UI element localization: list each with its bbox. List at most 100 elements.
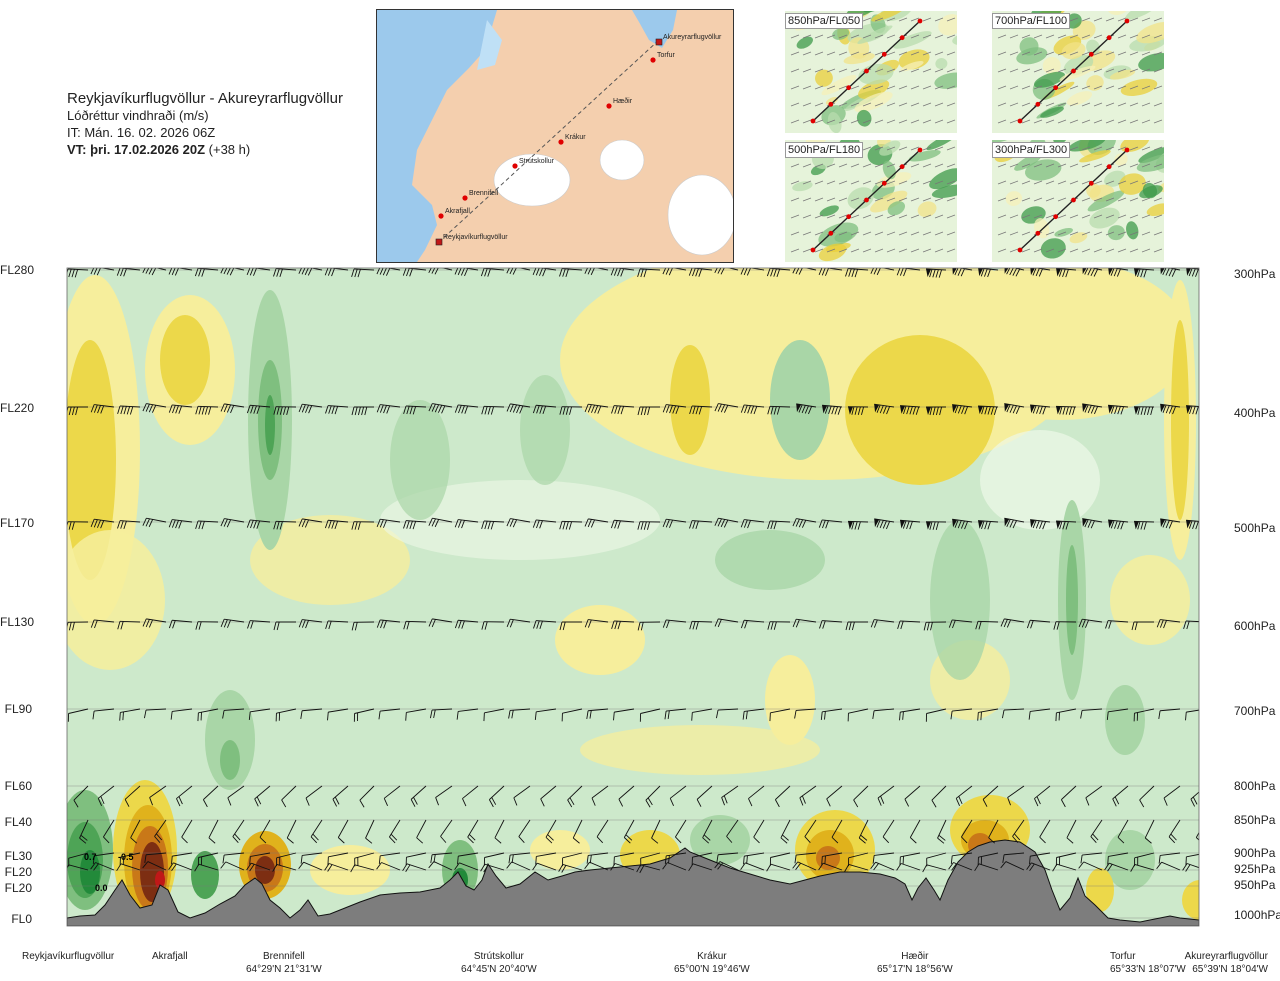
wind-barb [220,861,245,871]
thumb-blob [858,79,890,100]
map-waypoint-marker [512,163,518,169]
wind-barb [403,520,427,530]
thumb-blob [818,243,847,262]
contour-label: 0.7 [84,852,97,862]
issue-time: IT: Mán. 16. 02. 2026 06Z [67,125,216,140]
wind-field-contour [250,515,410,605]
thumb-barb [838,34,848,39]
wind-barb [481,520,505,530]
wind-barb [559,406,583,415]
thumb-barb [1057,119,1067,124]
wind-barb [534,708,557,721]
thumb-waypoint [1035,101,1041,107]
fl-label: FL280 [0,263,35,277]
wind-barb [351,621,375,631]
thumb-barb [1021,248,1031,253]
map-lake [477,20,502,70]
thumb-barb [934,248,944,253]
thumb-barb [946,17,956,22]
wind-barb [1002,708,1025,719]
thumb-barb [922,68,932,73]
wind-barb [767,405,791,415]
wind-barb [428,618,453,628]
thumb-barb [874,102,884,107]
thumb-barb [886,180,896,185]
wind-barb [170,708,193,720]
thumb-barb [922,102,932,107]
wind-barb [67,521,89,530]
wind-barb [359,785,375,808]
thumb-waypoint [1071,68,1076,74]
thumb-barb [814,180,824,185]
thumb-waypoint [846,85,852,91]
thumb-barb [1009,34,1019,39]
thumb-barb [1045,248,1055,253]
thumb-barb [790,214,800,219]
thumb-barb [1069,102,1079,107]
thumb-barb [1009,68,1019,73]
wind-barb [740,404,765,415]
thumb-blob [1125,11,1164,20]
thumb-barb [1021,214,1031,219]
wind-barb [324,863,349,872]
thumb-barb [1033,180,1043,185]
thumb-label: 700hPa/FL100 [992,13,1071,29]
wind-barb [454,862,479,871]
wind-barb [1186,519,1199,530]
thumb-barb [1153,17,1163,22]
thumb-waypoint [1124,18,1130,24]
thumb-barb [1045,180,1055,185]
wind-barb [923,621,947,631]
wind-barb [457,852,479,865]
map-waypoint-label: Torfur [657,52,676,59]
thumb-barb [862,180,872,185]
thumb-barb [1057,34,1067,39]
wind-field-contour [770,340,830,460]
wind-barb [792,618,817,628]
thumb-barb [862,34,872,39]
thumb-blob [1086,39,1100,56]
wind-barb [637,621,661,631]
wind-barb [675,819,687,844]
wind-barb [847,708,869,722]
thumb-barb [838,68,848,73]
wind-barb [403,620,427,630]
place-label: Hæðir 65°17'N 18°56'W [877,951,953,975]
thumb-barb [1021,119,1031,124]
wind-barb [926,268,947,278]
wind-barb [90,518,115,529]
thumb-barb [922,214,932,219]
thumb-barb [1081,146,1091,151]
wind-barb [116,863,141,872]
wind-barb [636,864,661,874]
wind-barb [1112,785,1129,807]
wind-barb [872,708,895,719]
thumb-blob [893,31,932,49]
wind-barb [454,619,479,629]
wind-barb [365,819,375,844]
thumb-waypoint [1088,51,1094,57]
thumb-barb [1069,17,1079,22]
thumb-blob [818,222,859,247]
wind-barb [882,819,895,844]
thumb-barb [1105,231,1115,236]
thumb-barb [1141,17,1151,22]
thumb-barb [934,34,944,39]
wind-barb [405,708,427,721]
wind-barb [611,620,635,630]
wind-barb [389,819,401,844]
thumb-barb [946,146,956,151]
wind-barb [688,863,713,872]
thumb-barb [790,180,800,185]
wind-barb [567,785,583,808]
wind-barb [1160,403,1181,415]
thumb-barb [838,85,848,90]
thumb-barb [910,180,920,185]
thumb-barb [997,34,1007,39]
thumb-barb [910,163,920,168]
thumb-barb [886,51,896,56]
map-waypoint-label: Krákur [565,134,586,141]
hpa-label: 850hPa [1234,813,1276,827]
thumb-barb [886,119,896,124]
title-block: Reykjavíkurflugvöllur - Akureyrarflugvöl… [67,90,343,158]
